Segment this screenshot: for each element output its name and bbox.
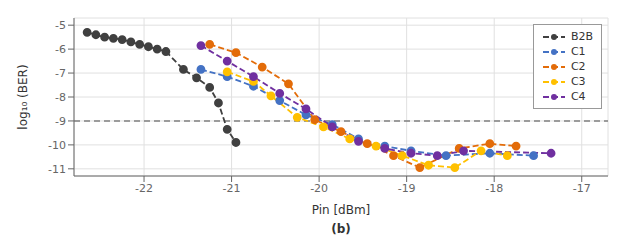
- svg-text:-21: -21: [223, 182, 241, 195]
- svg-text:-7: -7: [55, 67, 66, 80]
- html-text:C2: C2: [570, 60, 586, 73]
- html-text:C3: C3: [570, 75, 586, 88]
- svg-text:-11: -11: [48, 163, 66, 176]
- html-text:C1: C1: [570, 45, 586, 58]
- html-text:C4: C4: [570, 90, 586, 103]
- svg-text:log₁₀ (BER): log₁₀ (BER): [16, 64, 30, 129]
- svg-text:Pin [dBm]: Pin [dBm]: [312, 203, 371, 217]
- svg-text:-20: -20: [310, 182, 328, 195]
- svg-text:-9: -9: [55, 115, 66, 128]
- svg-text:-22: -22: [135, 182, 153, 195]
- svg-text:-5: -5: [55, 19, 66, 32]
- svg-text:-6: -6: [55, 43, 66, 56]
- html-text:B2B: B2B: [570, 30, 593, 43]
- svg-text:-19: -19: [398, 182, 416, 195]
- html-text:(b): (b): [331, 222, 351, 236]
- svg-text:-18: -18: [485, 182, 503, 195]
- svg-text:-10: -10: [48, 139, 66, 152]
- svg-text:-17: -17: [573, 182, 591, 195]
- svg-text:-8: -8: [55, 91, 66, 104]
